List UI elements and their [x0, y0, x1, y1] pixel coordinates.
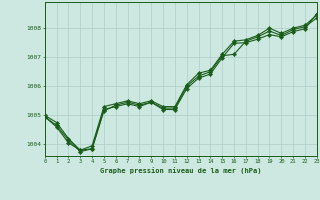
X-axis label: Graphe pression niveau de la mer (hPa): Graphe pression niveau de la mer (hPa) [100, 167, 261, 174]
